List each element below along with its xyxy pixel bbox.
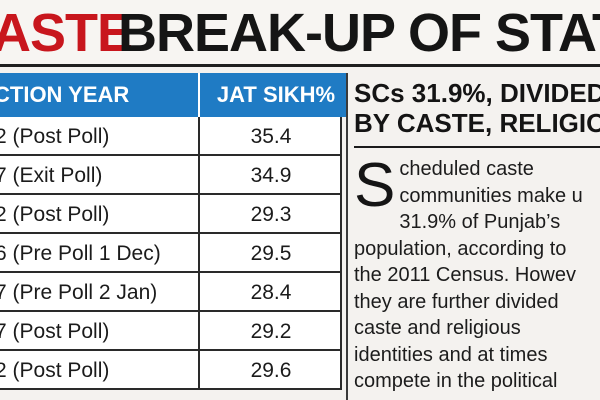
- sidebar-heading-line: SCs 31.9%, DIVIDED: [354, 78, 600, 108]
- headline-red-text: ASTE: [0, 3, 133, 63]
- row-right-border: [340, 312, 342, 351]
- body-line: the 2011 Census. Howev: [354, 264, 576, 286]
- cell-jat: 29.5: [250, 242, 292, 265]
- table-row: 7 (Post Poll) 29.2: [0, 312, 342, 351]
- row-border: [0, 388, 342, 390]
- table-row: 7 (Exit Poll) 34.9: [0, 156, 342, 195]
- header-divider: [198, 73, 200, 117]
- body-line: population, according to: [354, 237, 567, 260]
- cell-divider: [198, 351, 200, 390]
- cell-divider: [198, 273, 200, 312]
- cell-jat: 35.4: [250, 125, 292, 148]
- drop-cap: S: [354, 151, 396, 220]
- sidebar-heading-line: BY CASTE, RELIGIO: [354, 108, 600, 138]
- row-border: [0, 310, 342, 312]
- body-line: caste and religious: [354, 317, 521, 339]
- cell-jat: 29.2: [250, 320, 292, 343]
- poll-table: CTION YEAR JAT SIKH% 2 (Post Poll) 35.4 …: [0, 73, 346, 400]
- table-row: 6 (Pre Poll 1 Dec) 29.5: [0, 234, 342, 273]
- cell-divider: [198, 312, 200, 351]
- header-election-year: CTION YEAR: [0, 82, 130, 107]
- body-line: compete in the political: [354, 370, 558, 392]
- cell-year: 7 (Post Poll): [0, 320, 110, 343]
- headline-banner: ASTE BREAK-UP OF STATE: [0, 0, 600, 66]
- table-row: 2 (Post Poll) 35.4: [0, 117, 342, 156]
- header-jat-sikh: JAT SIKH%: [216, 82, 336, 107]
- cell-jat: 28.4: [250, 281, 292, 304]
- headline-black-text: BREAK-UP OF STATE: [118, 3, 600, 63]
- body-line: 31.9% of Punjab’s: [399, 211, 561, 233]
- cell-year: 2 (Post Poll): [0, 203, 110, 226]
- row-border: [0, 349, 342, 351]
- table-row: 2 (Post Poll) 29.3: [0, 195, 342, 234]
- row-right-border: [340, 195, 342, 234]
- row-right-border: [340, 234, 342, 273]
- body-line: communities make u: [399, 184, 583, 207]
- table-header: CTION YEAR JAT SIKH%: [0, 73, 346, 117]
- sidebar-rule: [354, 146, 600, 148]
- row-border: [0, 154, 342, 156]
- cell-jat: 29.3: [250, 203, 292, 226]
- row-right-border: [340, 156, 342, 195]
- cell-jat: 34.9: [250, 164, 292, 187]
- headline-rule: [0, 64, 600, 67]
- row-border: [0, 193, 342, 195]
- cell-divider: [198, 117, 200, 156]
- cell-divider: [198, 195, 200, 234]
- row-border: [0, 232, 342, 234]
- cell-year: 7 (Pre Poll 2 Jan): [0, 281, 158, 304]
- cell-year: 6 (Pre Poll 1 Dec): [0, 242, 161, 265]
- body-line: cheduled caste: [399, 158, 534, 180]
- column-separator: [346, 73, 348, 400]
- cell-year: 2 (Post Poll): [0, 125, 110, 148]
- sidebar-body: S cheduled caste communities make u 31.9…: [354, 151, 600, 395]
- table-row: 7 (Pre Poll 2 Jan) 28.4: [0, 273, 342, 312]
- body-line: identities and at times: [354, 343, 548, 366]
- table-row: 2 (Post Poll) 29.6: [0, 351, 342, 390]
- row-right-border: [340, 273, 342, 312]
- row-border: [0, 271, 342, 273]
- cell-divider: [198, 156, 200, 195]
- cell-year: 2 (Post Poll): [0, 359, 110, 382]
- row-right-border: [340, 351, 342, 390]
- sidebar-heading: SCs 31.9%, DIVIDED BY CASTE, RELIGIO: [354, 78, 600, 138]
- sidebar-article: SCs 31.9%, DIVIDED BY CASTE, RELIGIO S c…: [354, 78, 600, 400]
- cell-year: 7 (Exit Poll): [0, 164, 103, 187]
- row-right-border: [340, 117, 342, 156]
- body-line: they are further divided: [354, 290, 559, 313]
- cell-divider: [198, 234, 200, 273]
- cell-jat: 29.6: [250, 359, 292, 382]
